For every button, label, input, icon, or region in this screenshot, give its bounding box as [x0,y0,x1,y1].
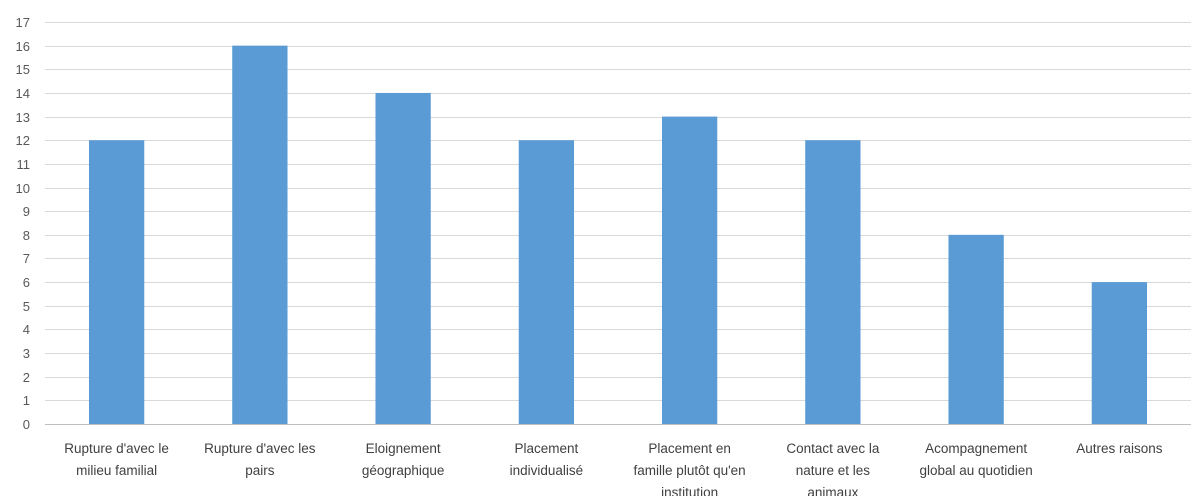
bar [1091,282,1148,424]
x-category-label: Placement en famille plutôt qu'en institut… [634,441,746,496]
y-tick-label: 15 [16,62,30,77]
y-tick-label: 4 [23,322,30,337]
bar [805,140,861,424]
y-tick-label: 14 [16,86,30,101]
bar [661,116,718,425]
bar [518,140,575,424]
bar [88,140,145,424]
y-tick-label: 9 [23,204,30,219]
y-tick-label: 12 [16,133,30,148]
y-tick-label: 2 [23,370,30,385]
y-tick-label: 16 [16,39,30,54]
bars [88,45,1148,425]
x-category-label: Autres raisons [1076,441,1163,456]
y-tick-label: 1 [23,393,30,408]
x-category-label: Rupture d'avec les pairs [204,441,316,478]
bar [232,45,288,424]
gridlines [45,22,1191,401]
y-tick-label: 0 [23,417,30,432]
bar [948,234,1004,424]
y-tick-label: 10 [16,181,30,196]
x-category-label: Eloignement géographique [362,441,445,478]
y-tick-label: 5 [23,299,30,314]
bar [375,92,431,425]
y-tick-label: 13 [16,110,30,125]
y-tick-label: 6 [23,275,30,290]
x-axis-labels: Rupture d'avec le milieu familial Rupture … [64,441,1162,496]
x-category-label: Rupture d'avec le milieu familial [64,441,169,478]
y-tick-label: 3 [23,346,30,361]
y-tick-label: 17 [16,15,30,30]
x-category-label: Acompagnement global au quotidien [919,441,1032,478]
x-category-label: Contact avec la nature et les animaux [786,441,880,496]
x-category-label: Placement individualisé [510,441,584,478]
y-tick-label: 8 [23,228,30,243]
y-tick-label: 11 [17,157,31,172]
y-tick-label: 7 [23,251,30,266]
